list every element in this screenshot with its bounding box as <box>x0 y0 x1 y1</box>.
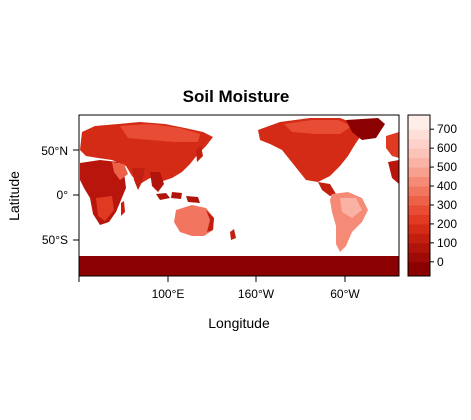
land-canada-north <box>284 120 352 134</box>
colorbar-band <box>408 223 430 234</box>
colorbar-band <box>408 176 430 187</box>
colorbar-frame <box>407 114 431 277</box>
land-australia-coast <box>206 210 214 232</box>
colorbar-tick-label: 200 <box>437 217 457 231</box>
colorbar-band <box>408 186 430 196</box>
land-greenland <box>346 118 385 140</box>
colorbar-tick-label: 700 <box>437 122 457 136</box>
colorbar-band <box>408 157 430 168</box>
land-india <box>132 168 145 190</box>
colorbar-tick-label: 300 <box>437 198 457 212</box>
colorbar-band <box>408 129 430 140</box>
chart-title: Soil Moisture <box>183 87 290 106</box>
land-africa <box>80 160 126 225</box>
y-tick-label: 0° <box>57 188 69 202</box>
x-tick-label: 100°E <box>152 287 185 301</box>
land-indonesia-1 <box>156 193 170 200</box>
colorbar-band <box>408 167 430 178</box>
colorbar-band <box>408 233 430 244</box>
colorbar-band <box>408 148 430 159</box>
colorbar-band <box>408 252 430 263</box>
colorbar-band <box>408 138 430 149</box>
colorbar-tick-label: 600 <box>437 141 457 155</box>
x-tick-label: 60°W <box>330 287 360 301</box>
land-africa-west <box>388 160 399 184</box>
map-panel <box>78 114 400 277</box>
colorbar-ticks: 0 100 200 300 400 500 600 700 <box>430 122 457 269</box>
land-siberia <box>120 124 200 142</box>
land-arabia <box>112 162 128 180</box>
land-amazon <box>340 198 362 218</box>
colorbar-band <box>408 214 430 225</box>
colorbar-band <box>408 242 430 253</box>
land-new-guinea <box>186 196 200 203</box>
land-antarctica <box>79 256 399 276</box>
land-madagascar <box>121 201 125 216</box>
y-axis: 50°N 0° 50°S <box>41 144 79 247</box>
x-tick-label: 160°W <box>238 287 275 301</box>
colorbar-tick-label: 400 <box>437 179 457 193</box>
land-europe-west <box>386 132 399 158</box>
colorbar: 0 100 200 300 400 500 600 700 <box>407 114 457 277</box>
colorbar-tick-label: 500 <box>437 160 457 174</box>
colorbar-band <box>408 204 430 215</box>
x-axis-label: Longitude <box>208 315 270 331</box>
x-axis: 100°E 160°W 60°W <box>78 276 360 301</box>
land-africa-south <box>96 196 114 221</box>
land-central-america <box>318 182 336 196</box>
y-tick-label: 50°S <box>42 233 68 247</box>
colorbar-band <box>408 115 430 130</box>
land-australia <box>174 205 214 236</box>
y-axis-label: Latitude <box>6 171 22 221</box>
y-tick-label: 50°N <box>41 144 68 158</box>
land-layer <box>79 118 399 276</box>
land-se-asia <box>150 172 164 192</box>
colorbar-bands <box>408 115 430 277</box>
colorbar-tick-label: 0 <box>437 255 444 269</box>
land-japan <box>196 146 203 162</box>
colorbar-band <box>408 195 430 206</box>
land-indonesia-2 <box>171 192 182 199</box>
colorbar-band <box>408 261 430 277</box>
land-new-zealand <box>230 229 236 240</box>
colorbar-tick-label: 100 <box>437 236 457 250</box>
